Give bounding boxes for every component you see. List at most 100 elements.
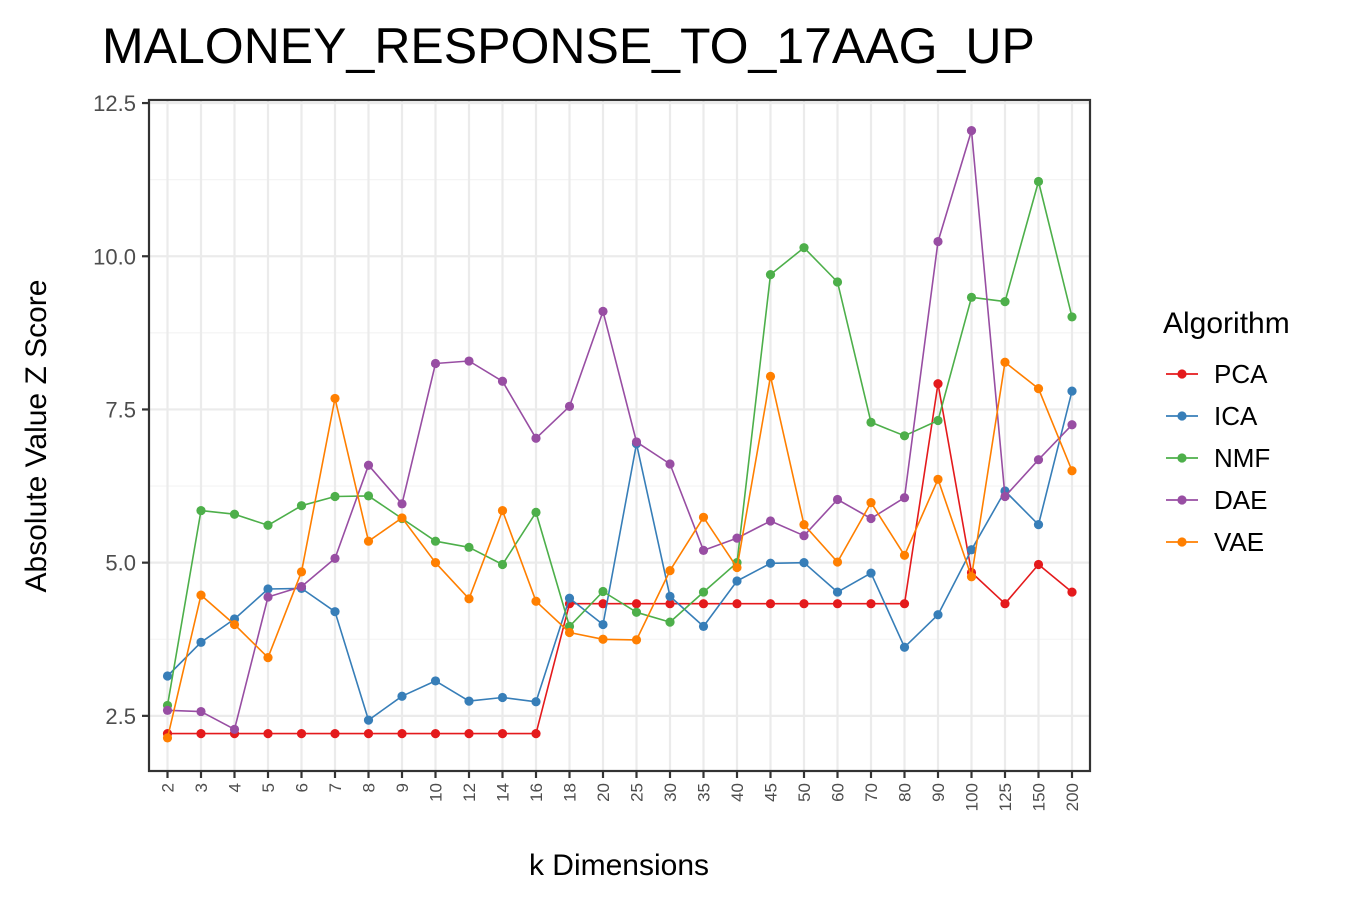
- x-tick-label: 80: [896, 783, 915, 802]
- data-point-nmf: [1000, 297, 1010, 307]
- x-tick-label: 16: [527, 783, 546, 802]
- data-point-ica: [330, 607, 340, 617]
- x-tick-label: 12: [460, 783, 479, 802]
- data-point-nmf: [966, 292, 977, 302]
- series-vae: [162, 357, 1077, 743]
- x-tick-label: 40: [728, 783, 747, 802]
- data-point-vae: [1033, 384, 1044, 394]
- series-line-nmf: [166, 180, 1073, 706]
- data-point-pca: [698, 599, 709, 609]
- data-point-pca: [933, 379, 943, 389]
- data-point-ica: [196, 637, 206, 647]
- data-point-pca: [765, 599, 776, 609]
- data-point-nmf: [330, 491, 340, 502]
- y-tick-label: 7.5: [105, 397, 136, 422]
- data-point-dae: [162, 705, 173, 715]
- y-axis-title: Absolute Value Z Score: [20, 280, 53, 593]
- data-point-ica: [899, 642, 910, 652]
- x-tick-label: 14: [494, 783, 513, 802]
- data-point-nmf: [464, 542, 474, 552]
- x-tick-label: 2: [159, 783, 178, 792]
- data-point-vae: [1000, 357, 1010, 367]
- legend-title: Algorithm: [1163, 307, 1290, 340]
- data-point-vae: [765, 371, 776, 381]
- data-point-dae: [598, 306, 608, 317]
- x-tick-label: 5: [259, 783, 278, 792]
- x-tick-label: 20: [594, 783, 613, 802]
- data-point-vae: [162, 733, 173, 743]
- data-point-nmf: [531, 507, 541, 518]
- x-tick-label: 60: [829, 783, 848, 802]
- legend-label: ICA: [1214, 401, 1258, 431]
- chart-title: MALONEY_RESPONSE_TO_17AAG_UP: [102, 18, 1035, 74]
- data-point-dae: [899, 493, 910, 503]
- x-tick-label: 10: [427, 783, 446, 802]
- data-point-vae: [899, 550, 910, 560]
- data-point-dae: [631, 437, 642, 447]
- y-tick-label: 5.0: [105, 551, 136, 576]
- data-point-pca: [832, 599, 843, 609]
- data-point-ica: [698, 621, 709, 631]
- data-point-vae: [397, 513, 407, 523]
- x-axis: 2 3 4 5 6 7 8 9 10 12 14 16 18 20 25 30 35 40 45 50 60 70 80 90…: [159, 771, 1082, 811]
- data-point-pca: [196, 729, 206, 739]
- data-point-ica: [263, 584, 273, 594]
- data-point-dae: [330, 553, 340, 563]
- x-tick-label: 3: [192, 783, 211, 792]
- plot-panel: [147, 98, 1092, 773]
- x-tick-label: 25: [628, 783, 647, 802]
- data-point-ica: [665, 591, 675, 601]
- data-point-ica: [832, 587, 843, 597]
- legend-label: PCA: [1214, 359, 1268, 389]
- data-point-ica: [1067, 386, 1077, 396]
- data-point-pca: [1000, 599, 1010, 609]
- series-line-pca: [167, 382, 1073, 735]
- data-point-pca: [531, 729, 541, 739]
- data-point-dae: [1067, 420, 1077, 430]
- data-point-nmf: [598, 586, 608, 597]
- x-axis-title: k Dimensions: [529, 849, 709, 882]
- data-point-vae: [330, 393, 340, 404]
- data-point-dae: [263, 592, 273, 602]
- x-tick-label: 150: [1030, 783, 1049, 811]
- data-point-nmf: [1067, 312, 1077, 322]
- data-point-dae: [229, 724, 240, 734]
- data-point-dae: [464, 356, 474, 366]
- series-nmf: [162, 176, 1077, 711]
- data-point-dae: [966, 126, 977, 136]
- data-point-vae: [263, 653, 273, 663]
- data-point-vae: [531, 596, 541, 606]
- data-point-ica: [497, 692, 508, 703]
- grid-lines: [149, 100, 1090, 771]
- x-tick-label: 30: [661, 783, 680, 802]
- data-point-vae: [665, 566, 675, 576]
- legend-label: NMF: [1214, 443, 1270, 473]
- data-point-pca: [631, 599, 642, 609]
- data-point-pca: [866, 599, 876, 609]
- data-point-vae: [799, 520, 809, 530]
- data-point-dae: [1033, 455, 1044, 465]
- data-point-nmf: [698, 587, 709, 597]
- data-point-pca: [397, 729, 407, 739]
- data-point-ica: [765, 558, 776, 568]
- data-point-ica: [1033, 520, 1044, 530]
- data-point-vae: [296, 567, 307, 577]
- data-point-nmf: [497, 559, 508, 570]
- y-tick-label: 2.5: [105, 704, 136, 729]
- data-point-pca: [665, 599, 675, 609]
- x-tick-label: 90: [929, 783, 948, 802]
- data-point-dae: [196, 706, 206, 717]
- data-point-vae: [464, 594, 474, 604]
- data-point-dae: [732, 533, 742, 543]
- data-point-dae: [397, 499, 407, 509]
- data-point-vae: [966, 572, 977, 582]
- legend-item-ica: ICA: [1166, 401, 1258, 431]
- data-point-pca: [430, 729, 441, 739]
- data-point-ica: [732, 576, 742, 586]
- y-axis: 2.5 5.0 7.5 10.0 12.5: [93, 91, 149, 729]
- data-point-nmf: [363, 491, 374, 501]
- x-tick-label: 45: [762, 783, 781, 802]
- data-point-nmf: [1033, 176, 1044, 187]
- data-point-nmf: [430, 536, 441, 546]
- data-point-pca: [296, 729, 307, 739]
